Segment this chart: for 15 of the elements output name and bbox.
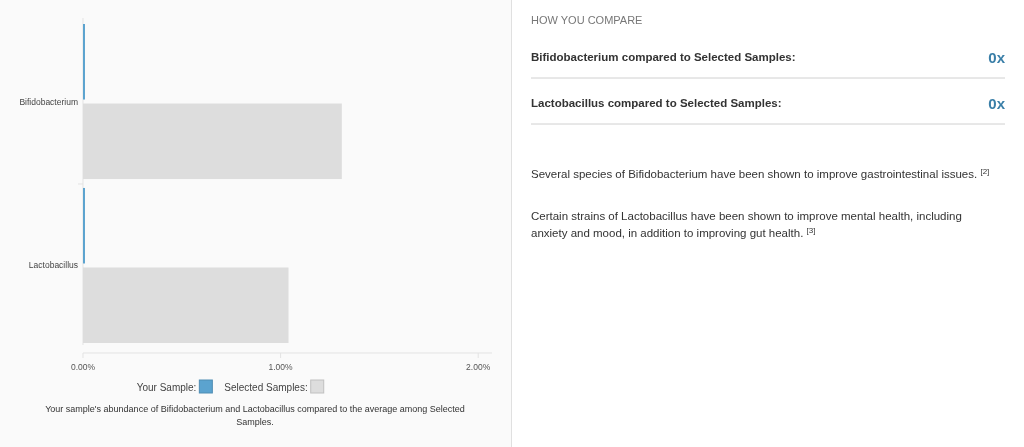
y-tick-label: Bifidobacterium bbox=[19, 96, 78, 107]
text: 0x bbox=[988, 95, 1006, 112]
text: 0x bbox=[988, 49, 1006, 66]
text: HOW YOU COMPARE bbox=[531, 14, 643, 26]
x-tick-label: 0.00% bbox=[70, 362, 96, 372]
x-tick-label: 2.00% bbox=[466, 362, 491, 372]
y-tick-label: Lactobacillus bbox=[28, 260, 78, 271]
text: Your sample's abundance of Bifidobacterium and Lactobacillus compared to the average among Selected Samples. bbox=[45, 404, 465, 427]
text: Lactobacillus compared to Selected Samples: bbox=[531, 97, 782, 109]
text: Several species of Bifidobacterium have been shown to improve gastrointestinal issues. $^{[2]}$ bbox=[531, 166, 990, 180]
text: Bifidobacterium compared to Selected Samples: bbox=[531, 51, 796, 63]
text: Certain strains of Lactobacillus have been shown to improve mental health, including anxiety and mood, in addition to improving gut health. $^{[3]}$ bbox=[531, 210, 962, 239]
legend-label: Your Sample: bbox=[136, 382, 197, 393]
x-tick-label: 1.00% bbox=[268, 362, 294, 372]
legend-label: Selected Samples: bbox=[224, 382, 308, 393]
